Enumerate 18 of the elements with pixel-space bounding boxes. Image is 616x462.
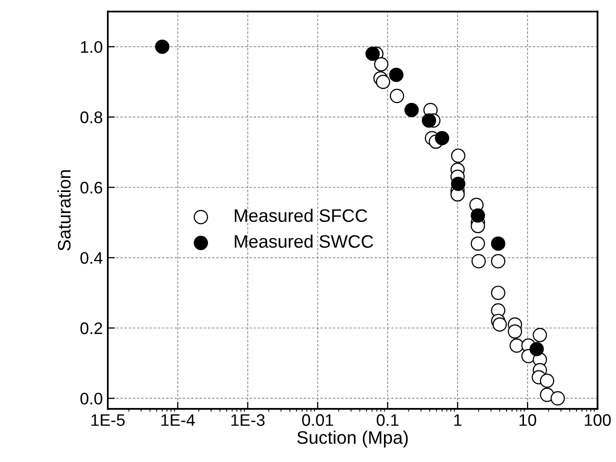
y-tick-label: 1.0 (81, 41, 102, 53)
legend-label: Measured SFCC (234, 208, 368, 222)
x-axis-title: Suction (Mpa) (297, 430, 408, 448)
y-tick-label: 0.0 (80, 392, 102, 405)
y-tick-label: 0.8 (80, 111, 102, 124)
y-tick-label: 0.6 (80, 182, 102, 194)
x-tick-label: 1E-5 (91, 414, 125, 426)
legend-label: Measured SWCC (234, 234, 374, 248)
x-tick-label: 100 (584, 414, 611, 426)
x-tick-label: 1E-4 (161, 414, 195, 426)
y-axis-title: Saturation (57, 170, 71, 251)
x-tick-label: 1E-3 (231, 414, 265, 426)
y-tick-label: 0.2 (80, 322, 102, 334)
y-tick-label: 0.4 (80, 252, 102, 264)
x-tick-label: 10 (520, 414, 536, 426)
x-tick-label: 0.1 (376, 414, 398, 426)
x-tick-label: 1 (454, 414, 462, 426)
x-tick-label: 0.01 (302, 414, 334, 426)
